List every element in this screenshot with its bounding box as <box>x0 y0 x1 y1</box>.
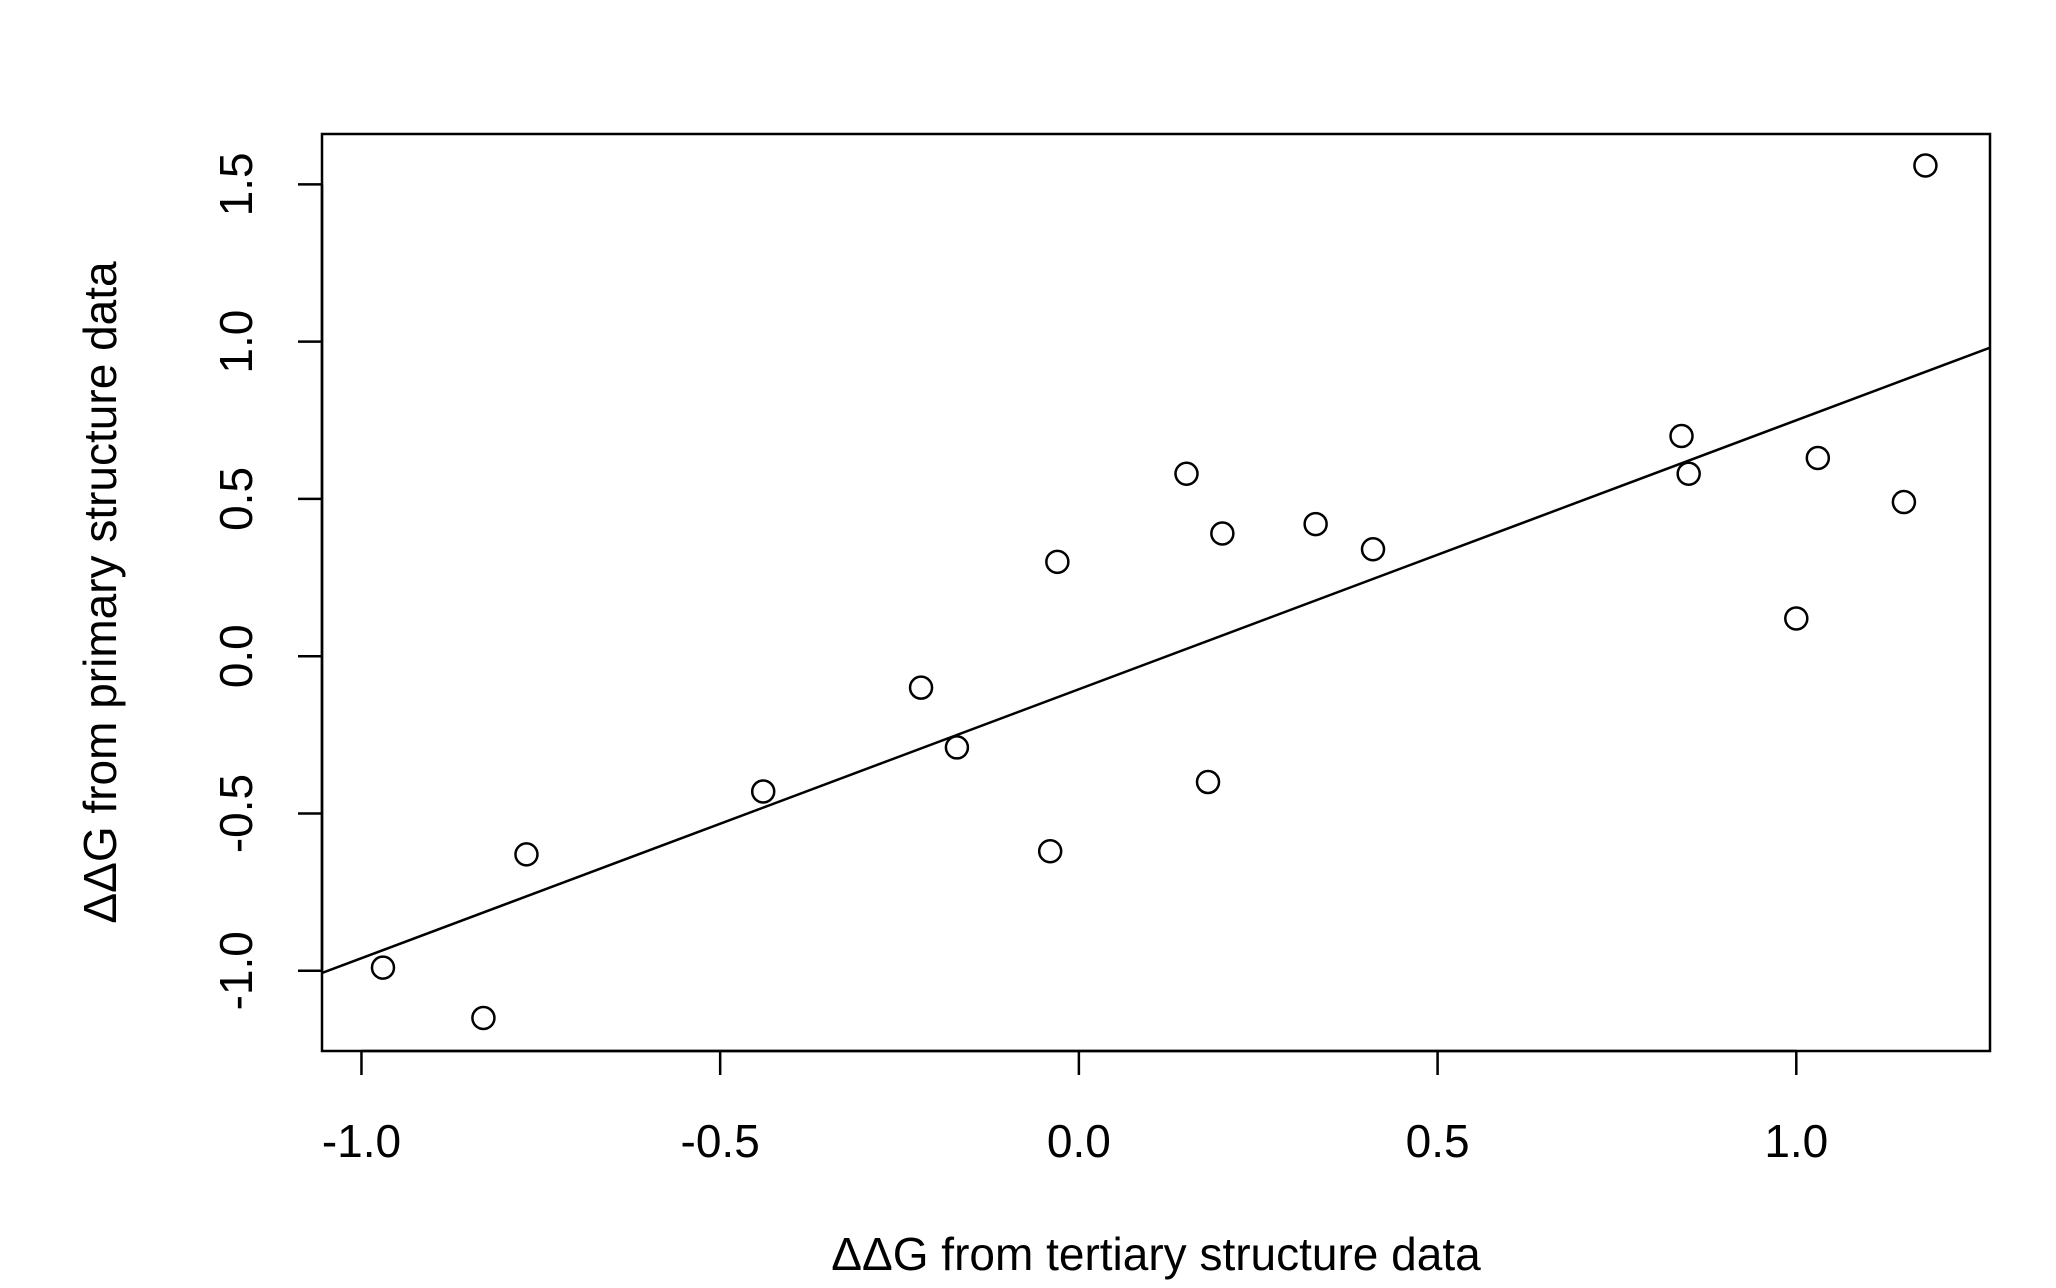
regression-line <box>322 346 1990 975</box>
data-point <box>1210 521 1235 546</box>
x-tick-label: -1.0 <box>322 1115 401 1167</box>
x-axis: -1.0 -0.5 0.0 0.5 1.0 <box>322 1049 1828 1167</box>
data-point <box>471 1005 496 1031</box>
data-point <box>1913 153 1938 178</box>
x-tick-label: 1.0 <box>1764 1115 1828 1167</box>
data-point <box>1784 606 1809 631</box>
x-tick-label: 0.5 <box>1406 1115 1470 1167</box>
data-point <box>1045 549 1070 575</box>
regression-line-layer <box>322 346 1990 975</box>
data-point <box>944 735 970 760</box>
data-point <box>908 675 934 700</box>
x-axis-label: ΔΔG from tertiary structure data <box>831 1228 1481 1280</box>
data-point <box>1676 461 1701 486</box>
data-point <box>1174 461 1199 486</box>
data-point <box>1669 423 1694 449</box>
y-tick-label: 1.5 <box>210 152 262 216</box>
data-point <box>750 779 776 804</box>
plot-frame-layer <box>320 132 1992 1053</box>
x-tick-label: 0.0 <box>1047 1115 1111 1167</box>
y-tick-label: 0.0 <box>210 624 262 688</box>
y-axis-label: ΔΔG from primary structure data <box>74 261 126 924</box>
data-point <box>1037 838 1063 864</box>
data-point <box>1805 445 1831 471</box>
x-tick-label: -0.5 <box>681 1115 760 1167</box>
y-axis: -1.0 -0.5 0.0 0.5 1.0 1.5 <box>210 152 324 1010</box>
data-point <box>1195 769 1221 795</box>
y-tick-label: -0.5 <box>210 774 262 853</box>
y-tick-label: 1.0 <box>210 310 262 374</box>
plot-frame <box>320 132 1992 1053</box>
y-tick-label: -1.0 <box>210 931 262 1010</box>
data-point <box>370 955 396 980</box>
data-points-layer <box>370 153 1938 1031</box>
data-point <box>1360 536 1386 562</box>
y-tick-label: 0.5 <box>210 467 262 531</box>
data-point <box>1303 511 1328 537</box>
data-point <box>514 842 539 867</box>
data-point <box>1891 489 1917 515</box>
